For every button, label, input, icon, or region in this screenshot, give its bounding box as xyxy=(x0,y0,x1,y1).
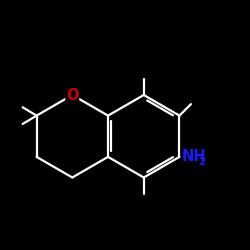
Text: NH: NH xyxy=(182,150,206,164)
Text: O: O xyxy=(66,88,78,102)
Text: 2: 2 xyxy=(198,158,205,168)
